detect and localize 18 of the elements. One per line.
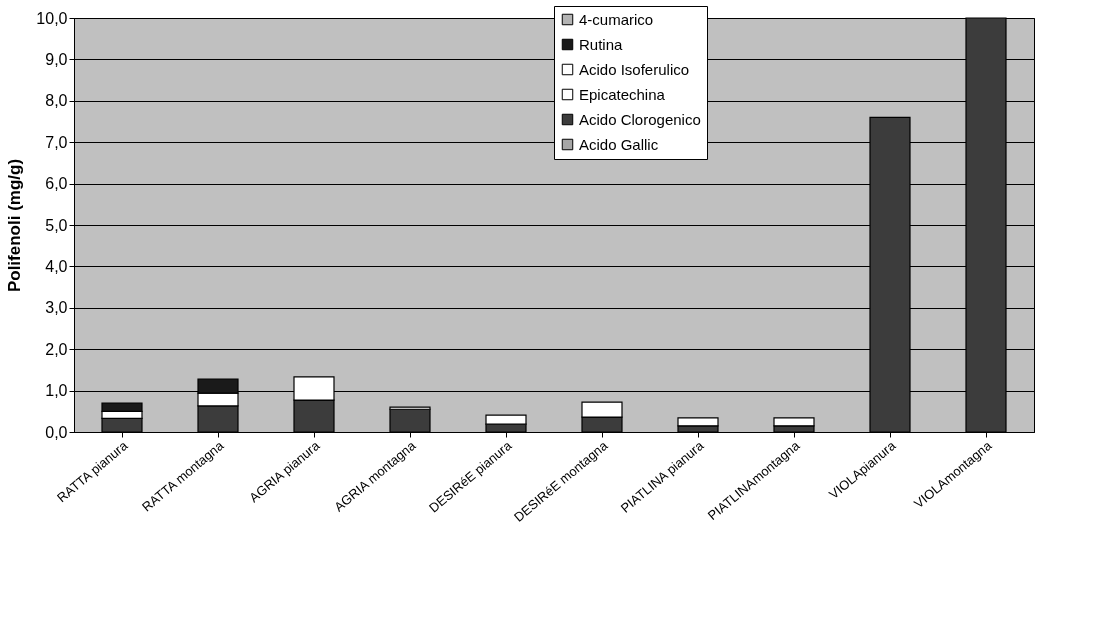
y-tick-label: 5,0	[45, 216, 68, 234]
y-tick-label: 0,0	[45, 423, 68, 441]
legend-label: Epicatechina	[579, 85, 666, 103]
y-tick-label: 8,0	[45, 92, 68, 110]
y-tick-label: 7,0	[45, 133, 68, 151]
legend-label: Acido Clorogenico	[579, 110, 701, 128]
y-tick-label: 4,0	[45, 257, 68, 275]
y-tick-label: 1,0	[45, 382, 68, 400]
legend-label: Acido Gallic	[579, 135, 659, 153]
y-tick-label: 6,0	[45, 175, 68, 193]
legend-label: 4-cumarico	[579, 10, 654, 28]
y-tick-label: 9,0	[45, 50, 68, 68]
y-tick-label: 3,0	[45, 299, 68, 317]
y-tick-label: 10,0	[36, 9, 68, 27]
y-axis-title: Polifenoli (mg/g)	[5, 158, 25, 293]
y-tick-label: 2,0	[45, 340, 68, 358]
legend-label: Rutina	[579, 35, 624, 53]
legend-label: Acido Isoferulico	[579, 60, 690, 78]
